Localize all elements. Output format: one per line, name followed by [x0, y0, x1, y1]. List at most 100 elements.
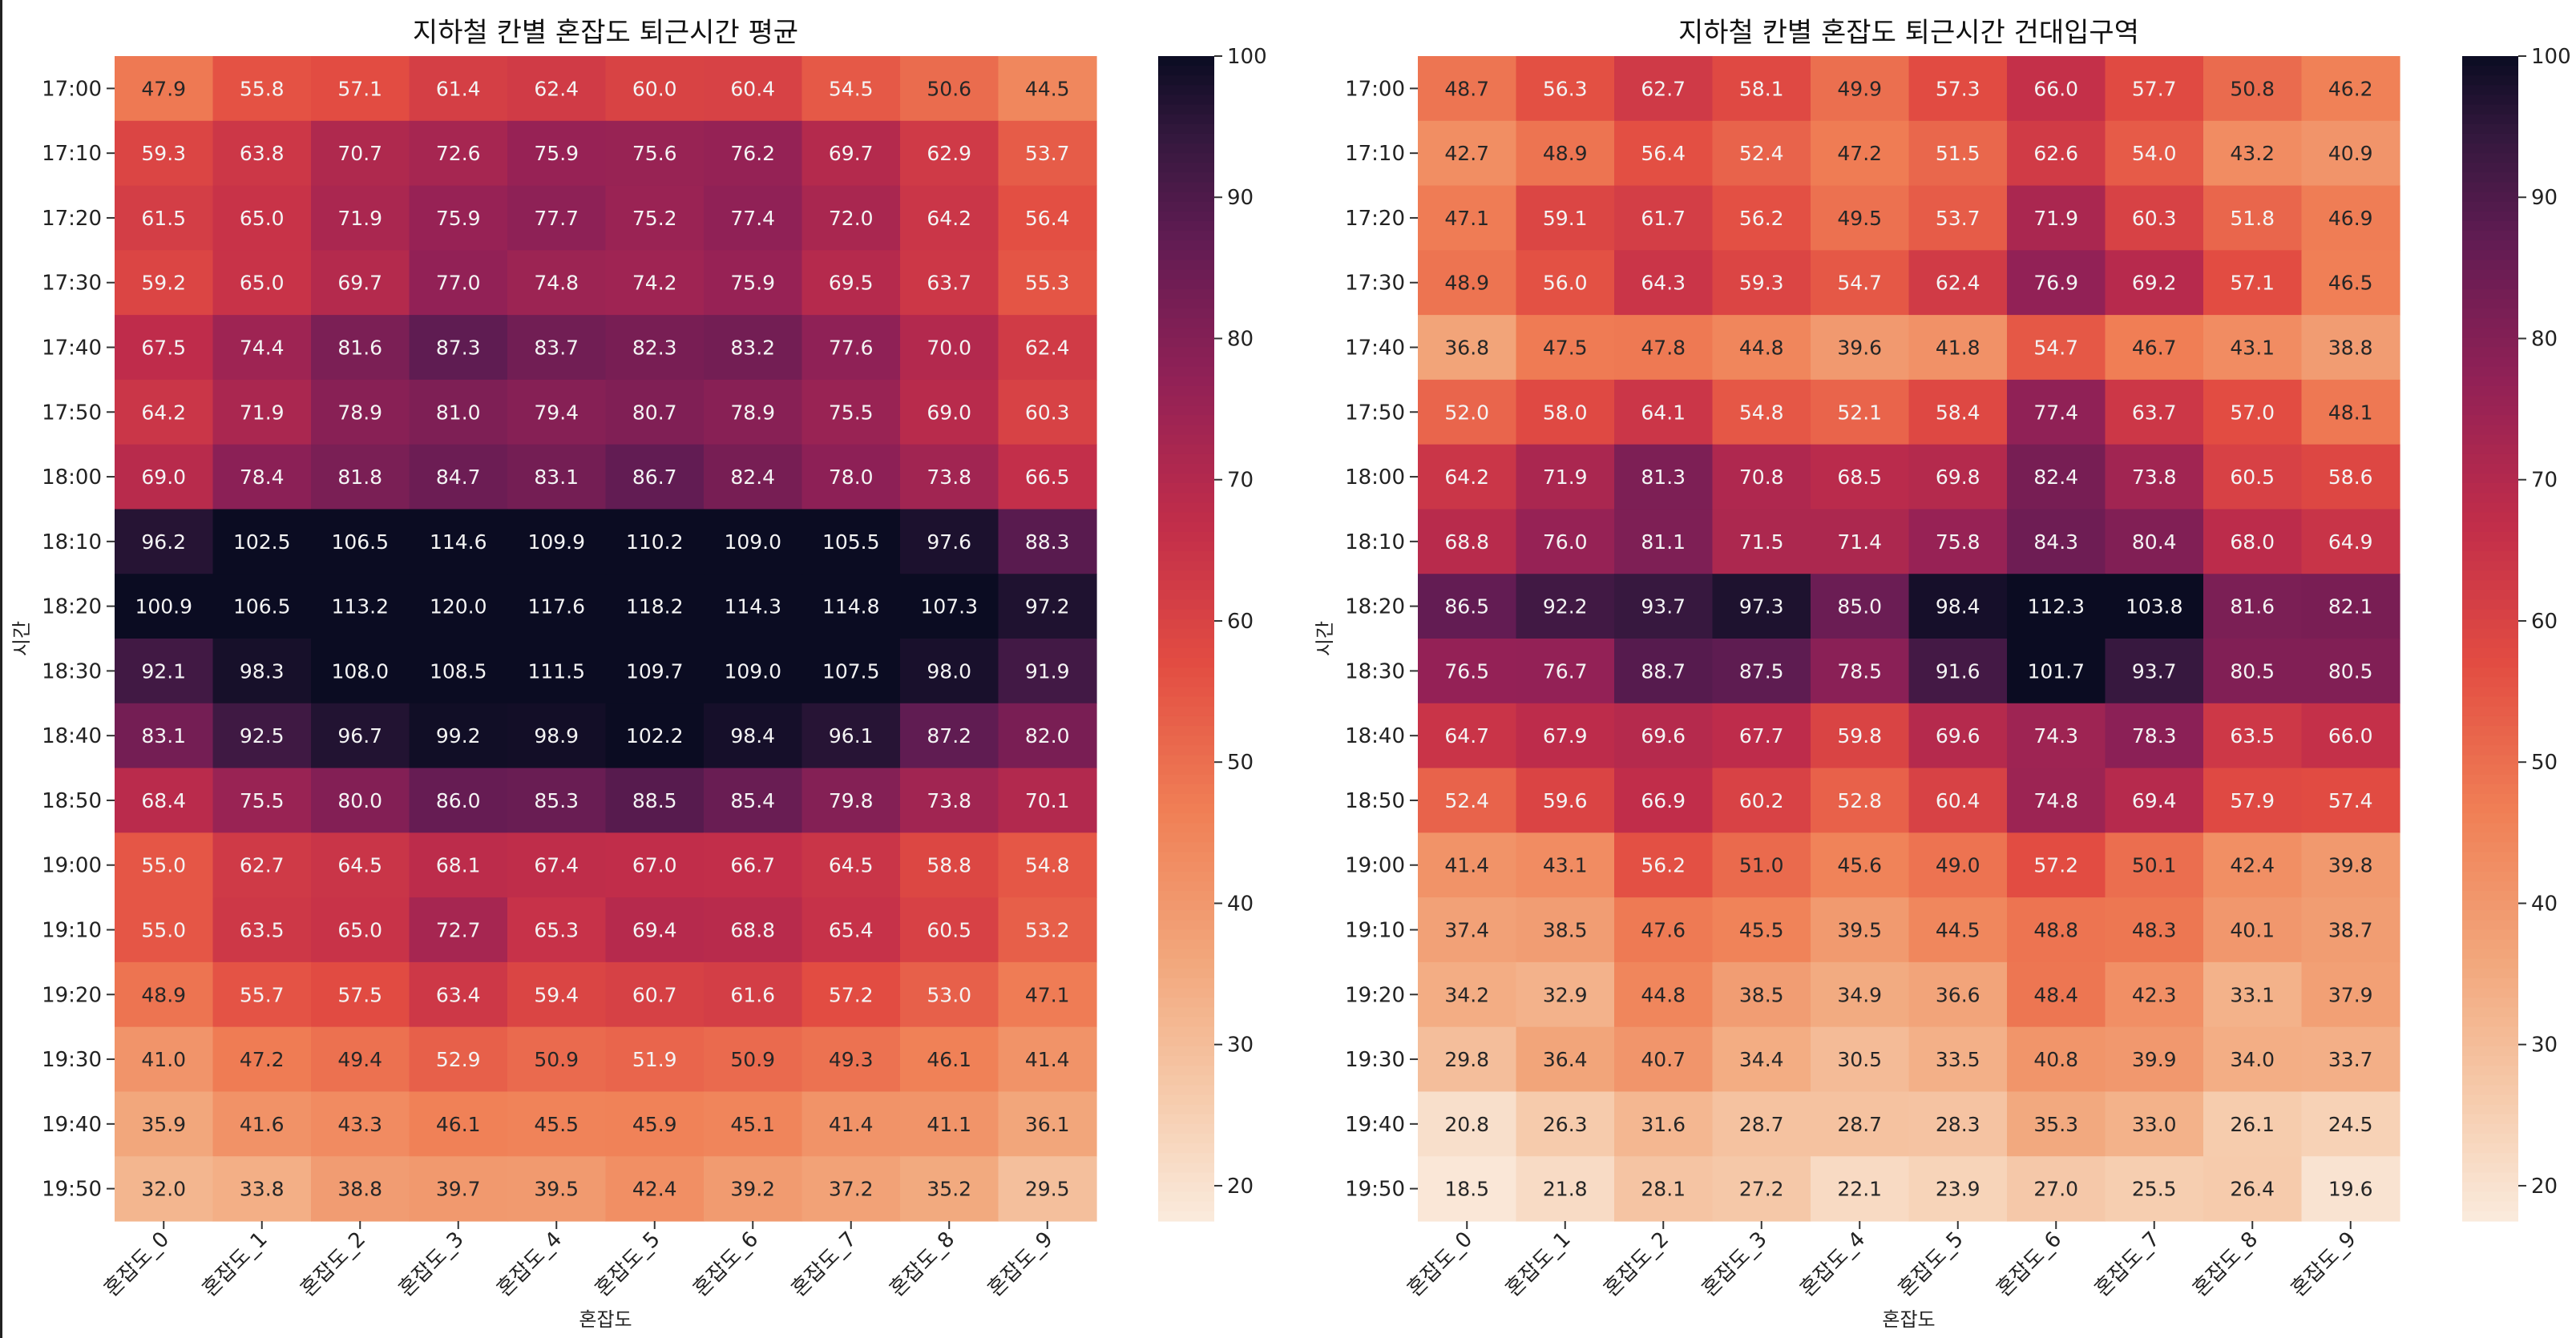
left-cell-r8-c7: [801, 574, 901, 639]
right-colorbar-segment: [2462, 288, 2518, 300]
left-colorbar-segment: [1158, 715, 1214, 727]
right-colorbar-segment: [2462, 201, 2518, 212]
right-cell-r2-c9: [2301, 185, 2400, 251]
left-cell-label-r5-c6: 78.9: [730, 401, 775, 424]
right-cell-r13-c5: [1908, 897, 2008, 963]
right-cell-label-r13-c8: 40.1: [2230, 919, 2275, 942]
left-cell-label-r5-c3: 81.0: [436, 401, 481, 424]
right-colorbar-segment: [2462, 1191, 2518, 1203]
right-cell-label-r14-c9: 37.9: [2328, 983, 2373, 1006]
right-cell-label-r16-c1: 26.3: [1543, 1113, 1588, 1136]
left-colorbar-segment: [1158, 1036, 1214, 1047]
right-cell-label-r4-c4: 39.6: [1837, 337, 1882, 360]
right-cell-r10-c3: [1712, 703, 1811, 769]
right-cell-label-r4-c2: 47.8: [1641, 337, 1686, 360]
left-colorbar-segment: [1158, 639, 1214, 649]
right-colorbar-segment: [2462, 405, 2518, 416]
right-cell-r11-c8: [2203, 768, 2303, 833]
left-colorbar-segment: [1158, 463, 1214, 474]
right-colorbar-segment: [2462, 832, 2518, 844]
left-cell-r0-c5: [605, 56, 705, 122]
right-cell-label-r2-c4: 49.5: [1837, 207, 1882, 230]
left-cell-label-r8-c1: 106.5: [233, 595, 291, 619]
left-cell-r4-c7: [801, 315, 901, 381]
right-cell-label-r16-c7: 33.0: [2132, 1113, 2177, 1136]
left-colorbar-segment: [1158, 182, 1214, 193]
left-cell-r12-c2: [311, 832, 410, 898]
left-cell-label-r11-c3: 86.0: [436, 789, 481, 812]
left-cell-r2-c1: [212, 185, 312, 251]
right-cell-label-r15-c5: 33.5: [1936, 1048, 1980, 1071]
right-cell-r0-c2: [1614, 56, 1714, 122]
left-cell-label-r6-c7: 78.0: [829, 465, 874, 489]
left-cell-r1-c6: [704, 120, 803, 187]
right-cell-r0-c9: [2301, 56, 2400, 122]
right-cell-r6-c5: [1908, 444, 2008, 510]
right-cell-r3-c5: [1908, 250, 2008, 316]
left-cell-label-r5-c1: 71.9: [240, 401, 285, 424]
right-ytick-label-4: 17:40: [1345, 337, 1405, 361]
right-cell-label-r7-c8: 68.0: [2230, 530, 2275, 554]
right-cell-r1-c9: [2301, 120, 2400, 187]
right-cell-label-r17-c1: 21.8: [1543, 1178, 1588, 1201]
right-cell-r11-c1: [1516, 768, 1615, 833]
left-cell-r8-c2: [311, 574, 410, 639]
left-cell-r15-c1: [212, 1026, 312, 1093]
right-cell-r13-c9: [2301, 897, 2400, 963]
right-colorbar-tick-label-8: 100: [2531, 45, 2571, 69]
right-cell-label-r12-c8: 42.4: [2230, 854, 2275, 877]
left-cell-r14-c3: [409, 961, 508, 1028]
right-cell-label-r9-c7: 93.7: [2132, 659, 2177, 683]
right-cell-r11-c4: [1811, 768, 1910, 833]
right-cell-r15-c4: [1811, 1026, 1910, 1093]
left-cell-r15-c0: [115, 1026, 214, 1093]
left-cell-label-r12-c0: 55.0: [141, 854, 186, 877]
left-cell-label-r16-c0: 35.9: [141, 1113, 186, 1136]
right-cell-r7-c6: [2007, 509, 2106, 574]
right-colorbar-segment: [2462, 939, 2518, 950]
right-colorbar-segment: [2462, 658, 2518, 668]
left-cell-label-r8-c6: 114.3: [724, 595, 781, 619]
right-cell-label-r5-c6: 77.4: [2033, 401, 2078, 424]
left-colorbar-segment: [1158, 483, 1214, 494]
right-cell-r4-c7: [2105, 315, 2204, 381]
left-cell-label-r15-c8: 46.1: [927, 1048, 971, 1071]
left-cell-r17-c1: [212, 1156, 312, 1222]
right-cell-r16-c8: [2203, 1091, 2303, 1157]
right-cell-label-r16-c0: 20.8: [1444, 1113, 1489, 1136]
left-cell-r1-c8: [900, 120, 999, 187]
right-cell-r6-c3: [1712, 444, 1811, 510]
right-colorbar-segment: [2462, 1026, 2518, 1038]
left-colorbar-segment: [1158, 696, 1214, 707]
right-cell-label-r11-c8: 57.9: [2230, 789, 2275, 812]
right-colorbar-segment: [2462, 415, 2518, 426]
left-cell-r5-c8: [900, 379, 999, 445]
left-cell-label-r16-c8: 41.1: [927, 1113, 971, 1136]
right-ytick-label-8: 18:20: [1345, 595, 1405, 619]
left-cell-label-r13-c3: 72.7: [436, 919, 481, 942]
right-cell-r16-c4: [1811, 1091, 1910, 1157]
left-cell-r13-c6: [704, 897, 803, 963]
left-cell-r14-c6: [704, 961, 803, 1028]
left-ytick-label-12: 19:00: [42, 854, 102, 878]
left-cell-r6-c6: [704, 444, 803, 510]
left-cell-r5-c2: [311, 379, 410, 445]
left-cell-label-r11-c8: 73.8: [927, 789, 971, 812]
right-ytick-label-2: 17:20: [1345, 207, 1405, 231]
right-colorbar-segment: [2462, 512, 2518, 523]
left-cell-r12-c1: [212, 832, 312, 898]
right-cell-label-r1-c7: 54.0: [2132, 142, 2177, 165]
right-colorbar-segment: [2462, 1143, 2518, 1154]
left-cell-label-r8-c3: 120.0: [430, 595, 487, 619]
left-cell-r2-c5: [605, 185, 705, 251]
right-cell-label-r1-c6: 62.6: [2033, 142, 2078, 165]
right-colorbar-segment: [2462, 1085, 2518, 1096]
right-cell-label-r9-c0: 76.5: [1444, 659, 1489, 683]
right-colorbar-tick-label-6: 80: [2531, 327, 2558, 351]
left-cell-r1-c2: [311, 120, 410, 187]
right-colorbar-segment: [2462, 1036, 2518, 1047]
left-colorbar-segment: [1158, 153, 1214, 163]
left-cell-label-r6-c6: 82.4: [730, 465, 775, 489]
left-cell-r14-c4: [507, 961, 607, 1028]
left-cell-r0-c2: [311, 56, 410, 122]
